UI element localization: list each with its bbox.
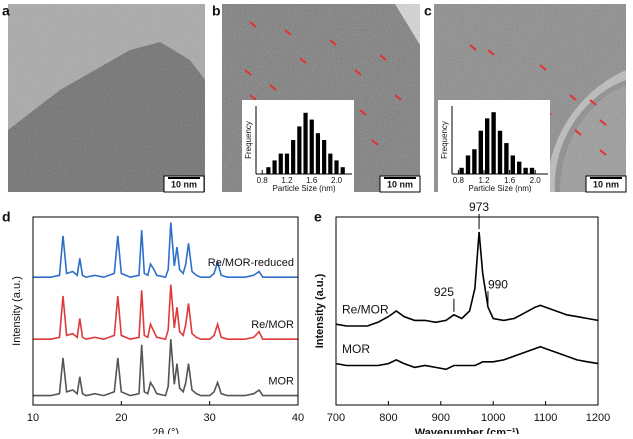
annotation: 990 [488,277,508,291]
x-axis-label: Wavenumber (cm⁻¹) [415,427,520,434]
bar [478,130,483,174]
x-axis-label: 2θ (°) [152,427,179,434]
x-tick-label: 800 [379,412,397,424]
panel-label: a [2,3,10,19]
bar [465,155,471,174]
plot-frame [335,216,599,406]
tem-image-a [8,4,205,192]
y-axis-label: Intensity (a.u.) [11,276,23,346]
series-label: Re/MOR-reduced [208,257,294,269]
bar [459,167,464,174]
x-tick-label: 1100 [534,412,558,424]
bar [334,160,339,174]
y-axis-label: Frequency [440,121,449,159]
bar [303,112,308,174]
bar [497,130,503,174]
bar [340,167,345,174]
plot-frame [32,216,299,406]
scale-bar-label: 10 nm [171,179,197,189]
bar [322,140,327,174]
series-label: MOR [268,376,294,388]
bar [472,149,477,174]
series-label: MOR [342,342,370,356]
scale-bar-box [163,175,205,193]
series-line [33,339,298,397]
bar [328,153,333,174]
x-tick-label: 1.6 [504,176,516,185]
bar [315,133,321,174]
bar [504,143,509,174]
series-line [33,284,298,341]
panel-label: c [424,3,432,19]
bar [517,161,522,174]
scale-bar-box [379,175,421,193]
bar [485,118,490,174]
series-line [33,222,298,279]
x-tick-label: 30 [204,412,216,424]
annotation: 925 [434,285,454,299]
x-tick-label: 2.0 [331,176,343,185]
x-tick-label: 1.6 [306,176,318,185]
x-tick-label: 2.0 [530,176,542,185]
bar [297,126,302,174]
panel-label: b [212,3,221,19]
y-axis-label: Intensity (a.u.) [314,273,326,348]
x-tick-label: 10 [27,412,39,424]
bar [510,155,515,174]
y-axis-label: Frequency [244,121,253,159]
x-axis-label: Particle Size (nm) [272,184,335,193]
series-line [335,231,599,327]
bar [284,153,290,174]
bar [491,112,496,174]
x-tick-label: 900 [432,412,450,424]
panel-label: e [314,209,322,225]
scale-bar-label: 10 nm [593,179,619,189]
bar [266,167,271,174]
annotation: 973 [469,200,489,214]
x-tick-label: 1.2 [478,176,490,185]
scale-bar-box [585,175,627,193]
bar [272,160,277,174]
series-line [335,345,599,371]
x-tick-label: 0.8 [257,176,269,185]
bar [291,140,296,174]
x-tick-label: 0.8 [453,176,465,185]
series-label: Re/MOR [251,319,294,331]
bar [529,167,535,174]
bar [278,153,283,174]
bar [309,119,314,174]
x-tick-label: 1200 [586,412,610,424]
scale-bar-label: 10 nm [387,179,413,189]
x-tick-label: 700 [327,412,345,424]
series-label: Re/MOR [342,302,389,316]
x-tick-label: 40 [292,412,304,424]
x-tick-label: 1000 [481,412,505,424]
x-tick-label: 20 [115,412,127,424]
arrows [244,21,402,146]
bar [523,167,528,174]
x-axis-label: Particle Size (nm) [468,184,531,193]
panel-label: d [2,209,11,225]
x-tick-label: 1.2 [281,176,293,185]
